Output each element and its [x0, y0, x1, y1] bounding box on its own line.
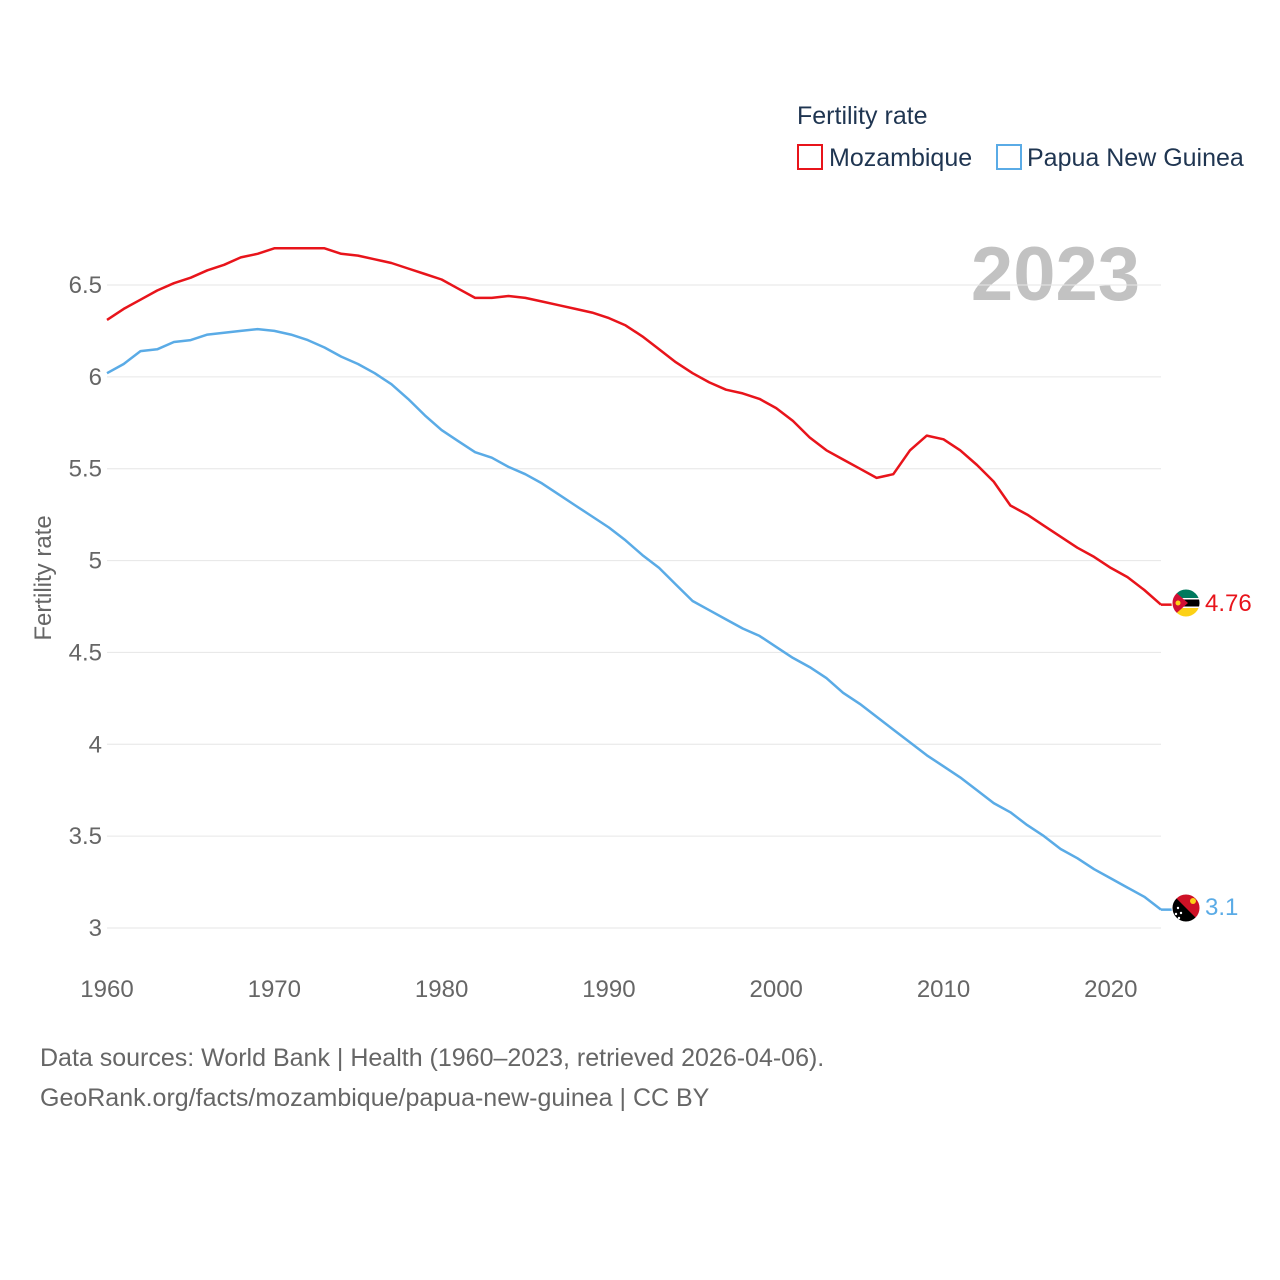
legend-swatch-mozambique — [797, 144, 823, 170]
x-tick-label: 2020 — [1084, 976, 1137, 1003]
y-tick-label: 3 — [89, 915, 102, 942]
y-tick-label: 5 — [89, 548, 102, 575]
grid-lines — [107, 284, 1161, 929]
x-tick-label: 2010 — [917, 976, 970, 1003]
y-axis-label: Fertility rate — [30, 515, 57, 640]
y-tick-label: 6 — [89, 364, 102, 391]
papua-new-guinea-flag-border — [1171, 893, 1201, 923]
papua-new-guinea-flag-icon — [1172, 894, 1200, 922]
legend-title: Fertility rate — [797, 102, 928, 130]
mozambique-flag-icon — [1172, 589, 1200, 617]
legend-item-papua-new-guinea[interactable]: Papua New Guinea — [996, 144, 1244, 172]
y-tick-label: 6.5 — [69, 272, 102, 299]
y-axis-ticks: 3 3.5 4 4.5 5 5.5 6 6.5 — [69, 272, 102, 942]
end-value-papua-new-guinea: 3.1 — [1205, 894, 1238, 921]
footer-sources: Data sources: World Bank | Health (1960–… — [40, 1044, 825, 1072]
y-tick-label: 4 — [89, 731, 102, 758]
series-line-mozambique[interactable] — [106, 247, 1162, 606]
x-axis-ticks: 1960 1970 1980 1990 2000 2010 2020 — [80, 976, 1137, 1003]
legend-label-papua-new-guinea: Papua New Guinea — [1027, 144, 1244, 172]
y-tick-label: 5.5 — [69, 456, 102, 483]
legend-label-mozambique: Mozambique — [829, 144, 972, 172]
series-lines — [106, 247, 1172, 911]
mozambique-flag-border — [1171, 588, 1201, 618]
current-year-label: 2023 — [971, 232, 1140, 317]
x-tick-label: 1980 — [415, 976, 468, 1003]
y-tick-label: 4.5 — [69, 639, 102, 666]
legend-item-mozambique[interactable]: Mozambique — [797, 144, 972, 172]
x-tick-label: 1960 — [80, 976, 133, 1003]
series-line-papua-new-guinea[interactable] — [106, 327, 1162, 911]
footer-attribution[interactable]: GeoRank.org/facts/mozambique/papua-new-g… — [40, 1084, 710, 1112]
y-tick-label: 3.5 — [69, 823, 102, 850]
x-tick-label: 2000 — [750, 976, 803, 1003]
x-tick-label: 1970 — [248, 976, 301, 1003]
x-tick-label: 1990 — [582, 976, 635, 1003]
legend-swatch-papua-new-guinea — [996, 144, 1022, 170]
end-value-mozambique: 4.76 — [1205, 590, 1252, 617]
